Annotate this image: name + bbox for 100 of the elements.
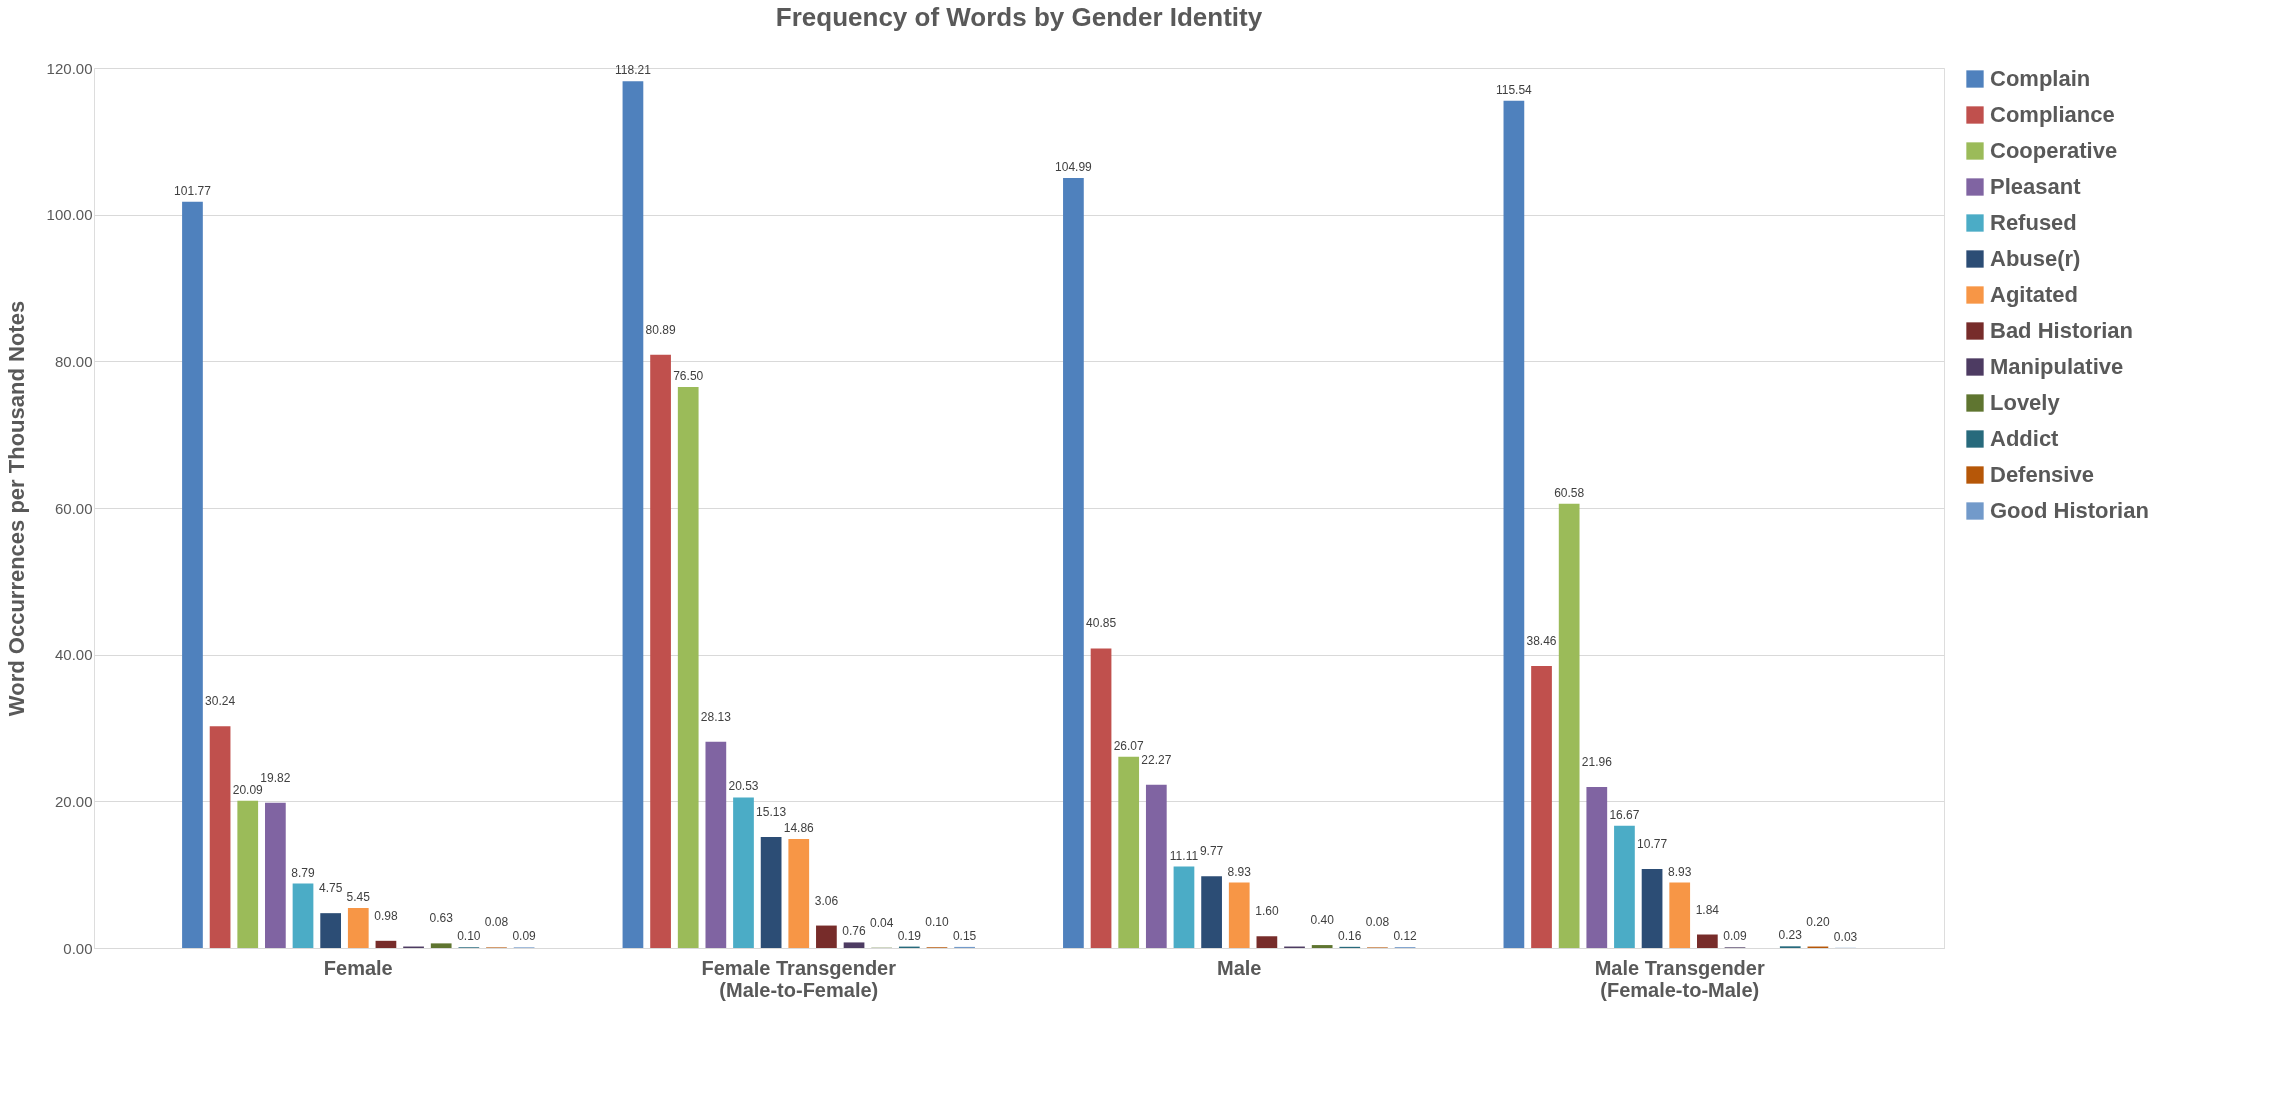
y-tick-label: 0.00: [63, 939, 93, 957]
data-label: 8.79: [291, 865, 316, 880]
bar: [1090, 648, 1112, 948]
data-label: 0.98: [374, 908, 398, 923]
data-label: 40.85: [1086, 616, 1117, 631]
data-label: 0.23: [1778, 928, 1803, 943]
bar: [1669, 882, 1691, 948]
legend-label: Abuse(r): [1990, 246, 2081, 271]
legend-label: Complain: [1990, 66, 2091, 91]
bar: [1696, 934, 1718, 948]
bar: [375, 940, 397, 948]
y-axis-title: Word Occurrences per Thousand Notes: [3, 300, 29, 717]
legend-label: Agitated: [1990, 282, 2078, 307]
data-label: 1.60: [1255, 904, 1279, 919]
x-tick-label: Male Transgender (Female-to-Male): [1594, 956, 1765, 1001]
data-label: 16.67: [1609, 807, 1640, 822]
bar: [1558, 503, 1580, 948]
bar: [209, 726, 231, 948]
x-tick-label: Female: [323, 956, 393, 979]
y-tick-label: 40.00: [54, 646, 93, 664]
data-label: 0.16: [1338, 928, 1362, 943]
bar: [816, 925, 837, 948]
bar: [1531, 665, 1552, 948]
data-label: 11.11: [1169, 848, 1199, 863]
bar: [1063, 178, 1084, 948]
y-tick-label: 120.00: [46, 59, 93, 77]
legend-label: Pleasant: [1990, 174, 2082, 199]
legend-label: Lovely: [1990, 390, 2061, 415]
data-label: 0.15: [952, 928, 977, 943]
data-label: 0.20: [1806, 914, 1830, 929]
data-label: 21.96: [1581, 754, 1613, 769]
data-label: 0.40: [1310, 913, 1335, 928]
bar: [1145, 784, 1167, 948]
y-tick-label: 80.00: [54, 352, 93, 370]
data-label: 0.09: [512, 929, 537, 944]
data-label: 0.12: [1393, 929, 1418, 944]
bar: [705, 741, 727, 948]
data-label: 8.93: [1668, 864, 1692, 879]
data-label: 30.24: [205, 694, 236, 709]
bar: [347, 908, 369, 948]
bar: [1256, 936, 1278, 948]
bar: [237, 800, 259, 948]
data-label: 0.19: [897, 928, 922, 943]
bar: [265, 802, 286, 948]
bar: [843, 942, 865, 948]
data-label: 1.84: [1695, 902, 1720, 917]
bar: [677, 387, 699, 948]
bar: [182, 201, 203, 948]
bar: [650, 354, 671, 948]
data-label: 38.46: [1526, 633, 1557, 648]
data-label: 20.53: [728, 779, 759, 794]
x-tick-label: Male: [1217, 956, 1262, 979]
data-label: 5.45: [346, 890, 371, 905]
data-label: 60.58: [1554, 485, 1585, 500]
bar: [1311, 945, 1333, 948]
bar: [1118, 756, 1140, 948]
bar: [320, 913, 342, 948]
y-tick-label: 20.00: [54, 792, 93, 810]
legend-label: Defensive: [1990, 462, 2094, 487]
data-label: 3.06: [814, 893, 839, 908]
data-label: 19.82: [260, 770, 291, 785]
data-label: 9.77: [1199, 844, 1224, 859]
data-label: 0.08: [1365, 915, 1390, 930]
legend-label: Compliance: [1990, 102, 2115, 127]
bar: [1201, 876, 1222, 948]
bar: [1586, 786, 1608, 948]
data-label: 115.54: [1495, 82, 1533, 97]
bar: [292, 883, 314, 948]
bar: [788, 839, 810, 948]
data-label: 8.93: [1227, 864, 1252, 879]
bar: [1228, 882, 1250, 948]
data-label: 14.86: [783, 821, 815, 836]
legend-label: Cooperative: [1990, 138, 2118, 163]
data-label: 0.09: [1723, 929, 1747, 944]
data-label: 20.09: [232, 782, 264, 797]
data-label: 104.99: [1055, 160, 1093, 175]
data-label: 0.03: [1833, 929, 1858, 944]
bar: [1503, 100, 1525, 948]
data-label: 76.50: [673, 369, 704, 383]
data-label: 22.27: [1141, 752, 1172, 767]
data-label: 0.10: [925, 915, 949, 930]
bar: [622, 81, 644, 948]
legend-label: Refused: [1990, 210, 2077, 235]
bar: [733, 797, 754, 948]
data-label: 0.10: [457, 929, 481, 944]
bar: [430, 943, 452, 948]
data-label: 26.07: [1113, 738, 1145, 753]
bar: [1173, 866, 1195, 948]
legend-label: Addict: [1990, 426, 2060, 451]
chart-title: Frequency of Words by Gender Identity: [775, 2, 1263, 32]
data-label: 28.13: [700, 709, 732, 724]
data-label: 80.89: [645, 322, 676, 337]
y-tick-label: 60.00: [54, 499, 93, 517]
data-label: 0.04: [870, 915, 894, 930]
legend-label: Good Historian: [1990, 498, 2149, 523]
data-label: 0.08: [484, 915, 509, 930]
bar: [1614, 825, 1635, 948]
legend-label: Manipulative: [1990, 354, 2124, 379]
data-label: 101.77: [174, 183, 212, 198]
x-tick-label: Female Transgender (Male-to-Female): [701, 956, 897, 1001]
